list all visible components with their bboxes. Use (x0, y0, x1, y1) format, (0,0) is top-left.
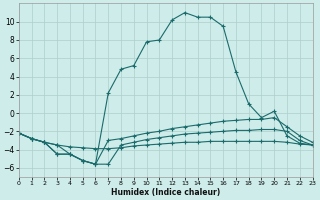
X-axis label: Humidex (Indice chaleur): Humidex (Indice chaleur) (111, 188, 220, 197)
